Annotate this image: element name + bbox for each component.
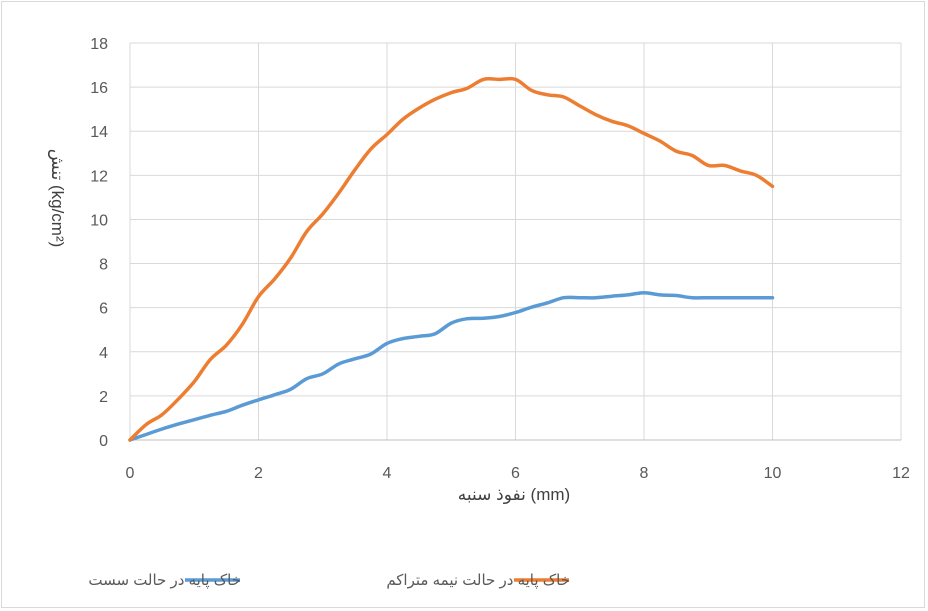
series-line-1 bbox=[128, 76, 775, 442]
x-tick-labels: 0 2 4 6 8 10 12 bbox=[126, 465, 910, 482]
x-tick-label: 8 bbox=[640, 465, 649, 482]
x-tick-label: 4 bbox=[383, 465, 392, 482]
y-tick-labels: 0 2 4 6 8 10 12 14 16 18 bbox=[90, 36, 108, 450]
y-tick-label: 14 bbox=[90, 124, 108, 141]
y-axis-title: تنش (kg/cm²) bbox=[48, 149, 67, 248]
x-tick-label: 12 bbox=[892, 465, 910, 482]
x-tick-label: 2 bbox=[254, 465, 263, 482]
x-axis-title: نفوذ سنبه (mm) bbox=[458, 485, 570, 504]
x-tick-label: 0 bbox=[126, 465, 135, 482]
series-line-0 bbox=[128, 290, 775, 442]
legend-label-semi-dense: خاک پایه در حالت نیمه متراکم bbox=[386, 572, 570, 590]
legend: خاک پایه در حالت سست خاک پایه در حالت نی… bbox=[88, 572, 570, 590]
y-tick-label: 18 bbox=[90, 36, 108, 53]
y-tick-label: 0 bbox=[99, 433, 108, 450]
series-lines bbox=[128, 76, 775, 442]
gridlines bbox=[129, 42, 902, 441]
x-tick-label: 6 bbox=[511, 465, 520, 482]
y-tick-label: 16 bbox=[90, 80, 108, 97]
x-tick-label: 10 bbox=[764, 465, 782, 482]
legend-label-loose: خاک پایه در حالت سست bbox=[88, 572, 241, 590]
y-tick-label: 12 bbox=[90, 168, 108, 185]
y-tick-label: 6 bbox=[99, 301, 108, 318]
y-tick-label: 10 bbox=[90, 212, 108, 229]
y-tick-label: 2 bbox=[99, 389, 108, 406]
y-tick-label: 4 bbox=[99, 345, 108, 362]
y-tick-label: 8 bbox=[99, 257, 108, 274]
